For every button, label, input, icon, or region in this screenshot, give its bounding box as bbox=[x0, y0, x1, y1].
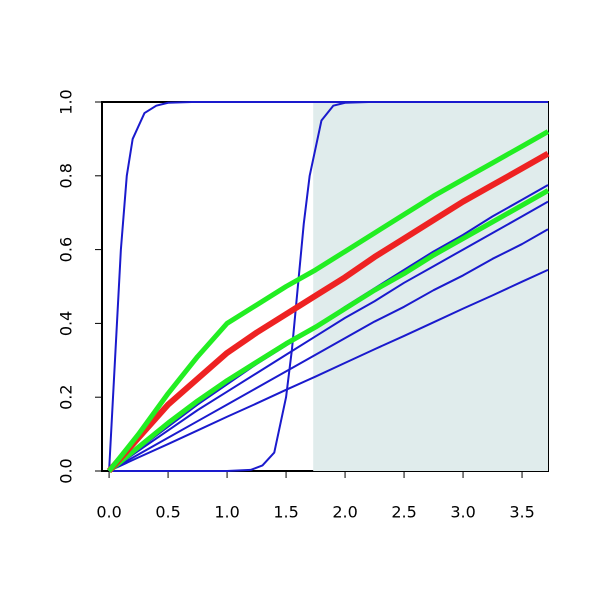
cdf-line bbox=[108, 101, 548, 472]
cdf-line bbox=[107, 129, 550, 473]
y-tick-label: 0.4 bbox=[57, 311, 76, 336]
y-tick-label: 0.2 bbox=[57, 384, 76, 409]
x-tick-label: 3.0 bbox=[450, 503, 475, 522]
x-tick-label: 2.0 bbox=[332, 503, 357, 522]
x-tick-label: 2.5 bbox=[391, 503, 416, 522]
y-tick-label: 0.0 bbox=[57, 458, 76, 483]
cdf-line bbox=[108, 228, 549, 472]
shaded-region bbox=[313, 102, 548, 471]
y-tick-label: 0.6 bbox=[57, 237, 76, 262]
x-tick-label: 1.5 bbox=[273, 503, 298, 522]
cdf-line bbox=[109, 101, 548, 472]
x-tick-label: 3.5 bbox=[509, 503, 534, 522]
x-tick-label: 0.0 bbox=[96, 503, 121, 522]
y-tick-label: 1.0 bbox=[57, 89, 76, 114]
y-tick-label: 0.8 bbox=[57, 163, 76, 188]
cdf-line bbox=[108, 268, 549, 472]
x-tick-label: 0.5 bbox=[155, 503, 180, 522]
cdf-line bbox=[106, 151, 550, 473]
cdf-line bbox=[108, 200, 549, 472]
x-tick-label: 1.0 bbox=[214, 503, 239, 522]
cdf-line bbox=[107, 188, 550, 473]
